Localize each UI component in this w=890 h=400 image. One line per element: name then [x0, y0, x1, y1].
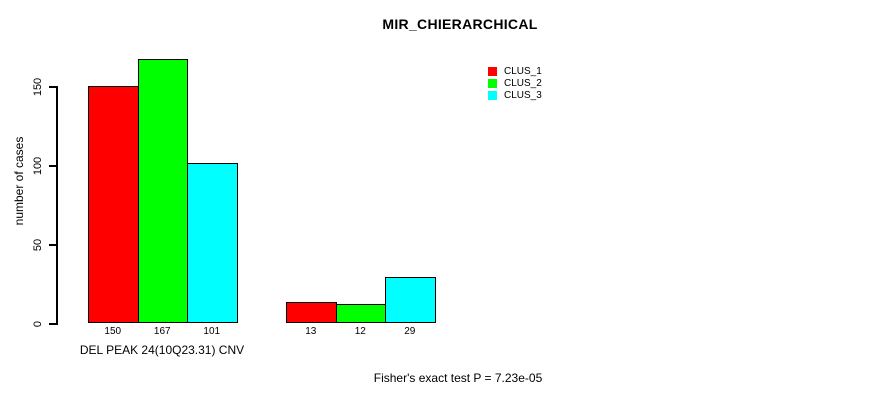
y-axis-tick-label: 0	[32, 320, 44, 327]
bar-clus_3-group1	[187, 163, 238, 323]
legend-row-clus_1: CLUS_1	[488, 65, 542, 77]
legend-label: CLUS_1	[504, 65, 542, 77]
y-axis-tick-label: 150	[32, 77, 44, 96]
x-axis-title: DEL PEAK 24(10Q23.31) CNV	[79, 343, 245, 357]
bar-value-label: 150	[104, 326, 122, 337]
legend-label: CLUS_3	[504, 89, 542, 101]
y-axis-tick	[49, 244, 56, 246]
annotation-fisher-test: Fisher's exact test P = 7.23e-05	[373, 371, 543, 385]
y-axis-title: number of cases	[12, 136, 26, 226]
y-axis-tick	[49, 165, 56, 167]
bar-value-label: 12	[354, 326, 366, 337]
bar-value-label: 29	[404, 326, 416, 337]
chart-title: MIR_CHIERARCHICAL	[382, 16, 538, 32]
legend-swatch-clus_1	[488, 66, 497, 76]
bar-clus_1-group1	[88, 86, 139, 323]
legend: CLUS_1 CLUS_2 CLUS_3	[488, 65, 542, 101]
bar-clus_2-group2	[335, 304, 386, 323]
legend-label: CLUS_2	[504, 77, 542, 89]
y-axis-line	[56, 86, 58, 325]
y-axis-tick	[49, 86, 56, 88]
y-axis-tick-label: 50	[32, 238, 44, 251]
legend-swatch-clus_3	[488, 90, 497, 100]
bar-clus_3-group2	[385, 277, 436, 323]
legend-row-clus_3: CLUS_3	[488, 89, 542, 101]
legend-swatch-clus_2	[488, 78, 497, 88]
y-axis-tick-label: 100	[32, 156, 44, 175]
legend-row-clus_2: CLUS_2	[488, 77, 542, 89]
y-axis-tick	[49, 323, 56, 325]
bar-clus_1-group2	[286, 302, 337, 323]
bar-value-label: 13	[305, 326, 317, 337]
bar-value-label: 167	[153, 326, 171, 337]
bar-value-label: 101	[203, 326, 221, 337]
bar-clus_2-group1	[137, 59, 188, 323]
